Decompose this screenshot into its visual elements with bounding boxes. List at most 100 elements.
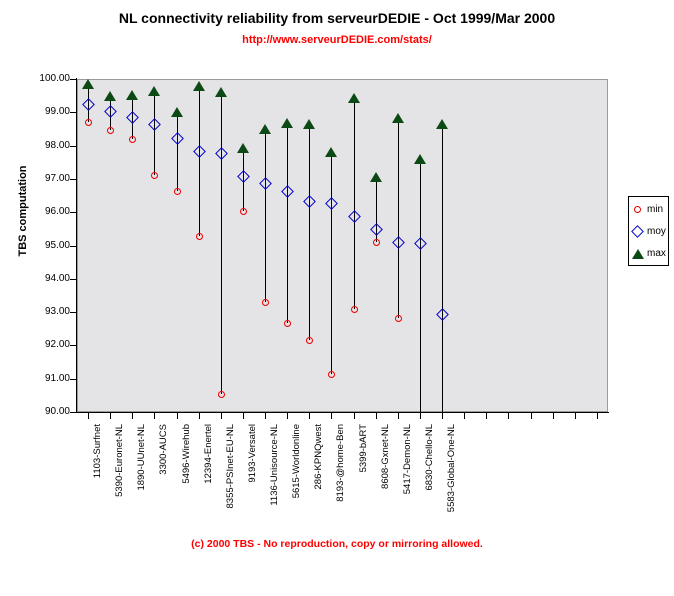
min-marker bbox=[218, 390, 225, 398]
max-marker bbox=[237, 143, 249, 154]
data-stem bbox=[221, 90, 222, 394]
x-axis-tick bbox=[464, 413, 465, 419]
y-axis-tick-label: 94.00 bbox=[44, 272, 70, 284]
moy-marker bbox=[259, 177, 272, 191]
x-axis-tick bbox=[243, 413, 244, 419]
min-marker bbox=[85, 118, 92, 126]
max-marker bbox=[370, 172, 382, 183]
min-marker bbox=[129, 135, 136, 143]
x-axis-tick bbox=[265, 413, 266, 419]
y-axis-tick bbox=[70, 378, 77, 380]
y-axis-tick bbox=[70, 412, 77, 413]
x-axis-tick bbox=[486, 413, 487, 419]
x-axis-line bbox=[76, 412, 609, 413]
min-marker bbox=[174, 187, 181, 195]
min-marker bbox=[240, 208, 247, 216]
x-axis-tick bbox=[376, 413, 377, 419]
y-axis-tick-label: 90.00 bbox=[44, 406, 70, 417]
moy-marker bbox=[281, 184, 294, 198]
min-marker bbox=[151, 171, 158, 179]
max-marker bbox=[193, 80, 205, 91]
x-axis-tick bbox=[88, 413, 89, 419]
max-marker bbox=[303, 118, 315, 129]
max-marker bbox=[414, 154, 426, 165]
max-marker bbox=[348, 93, 360, 104]
data-stem bbox=[110, 94, 111, 130]
data-stem bbox=[132, 93, 133, 139]
min-marker bbox=[395, 315, 402, 323]
x-axis-tick bbox=[110, 413, 111, 419]
moy-marker bbox=[348, 209, 361, 223]
x-axis-tick bbox=[508, 413, 509, 419]
legend-item-min: min bbox=[632, 200, 668, 218]
min-marker bbox=[107, 126, 114, 134]
y-axis-tick bbox=[70, 112, 77, 114]
legend-label-moy: moy bbox=[647, 225, 666, 237]
data-stem bbox=[88, 82, 89, 122]
moy-marker bbox=[148, 118, 161, 131]
y-axis-tick bbox=[70, 79, 77, 80]
y-axis-tick bbox=[70, 212, 77, 214]
min-marker bbox=[351, 305, 358, 313]
moy-marker bbox=[414, 236, 427, 250]
max-marker bbox=[82, 78, 94, 89]
x-axis-tick bbox=[442, 413, 443, 419]
moy-marker bbox=[436, 307, 449, 321]
x-axis-tick bbox=[287, 413, 288, 419]
max-marker bbox=[104, 90, 116, 101]
x-axis-tick bbox=[597, 413, 598, 419]
min-marker bbox=[284, 320, 291, 328]
x-axis-tick bbox=[309, 413, 310, 419]
y-axis-tick-label: 91.00 bbox=[44, 372, 70, 384]
chart-subtitle-url: http://www.serveurDEDIE.com/stats/ bbox=[242, 34, 432, 46]
copyright-footer: (c) 2000 TBS - No reproduction, copy or … bbox=[191, 538, 483, 550]
data-stem bbox=[309, 122, 310, 340]
moy-marker bbox=[237, 169, 250, 183]
min-marker bbox=[306, 336, 313, 344]
max-marker bbox=[325, 146, 337, 157]
min-marker bbox=[328, 370, 335, 378]
data-stem bbox=[442, 122, 443, 412]
legend-item-max: max bbox=[632, 244, 668, 262]
x-axis-tick bbox=[221, 413, 222, 419]
max-marker bbox=[259, 124, 271, 135]
x-axis-tick bbox=[531, 413, 532, 419]
triangle-icon bbox=[632, 248, 644, 259]
y-axis-tick bbox=[70, 145, 77, 147]
x-axis-tick bbox=[398, 413, 399, 419]
x-axis-tick bbox=[154, 413, 155, 419]
y-axis-tick-label: 100.00 bbox=[39, 73, 70, 84]
legend-item-moy: moy bbox=[631, 222, 668, 240]
chart-title: NL connectivity reliability from serveur… bbox=[118, 10, 556, 26]
data-stem bbox=[331, 150, 332, 374]
moy-marker bbox=[215, 147, 228, 160]
max-marker bbox=[436, 118, 448, 129]
data-stem bbox=[354, 97, 355, 309]
max-marker bbox=[215, 86, 227, 97]
y-axis-tick bbox=[70, 345, 77, 347]
legend-label-max: max bbox=[647, 247, 666, 259]
y-axis-tick bbox=[70, 245, 77, 247]
x-axis-tick bbox=[132, 413, 133, 419]
y-axis-tick-label: 93.00 bbox=[44, 306, 70, 318]
circle-icon bbox=[632, 204, 643, 215]
min-marker bbox=[196, 233, 203, 241]
data-stem bbox=[287, 121, 288, 324]
y-axis-tick-label: 98.00 bbox=[44, 139, 70, 151]
y-axis-tick bbox=[70, 278, 77, 280]
moy-marker bbox=[325, 197, 338, 210]
x-axis-tick bbox=[199, 413, 200, 419]
y-axis-tick-label: 97.00 bbox=[44, 172, 70, 184]
data-stem bbox=[243, 147, 244, 212]
y-axis-tick-label: 95.00 bbox=[44, 239, 70, 251]
moy-marker bbox=[126, 111, 139, 125]
max-marker bbox=[392, 113, 404, 124]
data-stem bbox=[265, 128, 266, 303]
max-marker bbox=[126, 89, 138, 100]
data-stem bbox=[199, 84, 200, 237]
legend: min moy max bbox=[628, 196, 669, 266]
moy-marker bbox=[171, 132, 184, 146]
y-axis-labels: 100.00 99.00 98.00 97.00 96.00 95.00 94.00 93.0… bbox=[10, 0, 70, 596]
moy-marker bbox=[370, 222, 383, 236]
